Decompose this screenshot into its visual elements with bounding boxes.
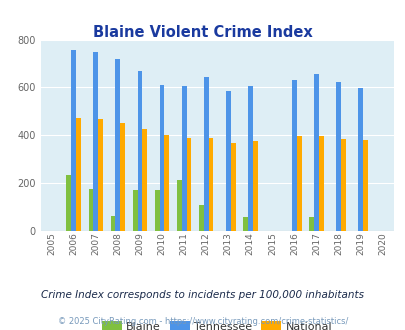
Bar: [198, 205, 203, 231]
Bar: [313, 74, 318, 231]
Bar: [137, 71, 142, 231]
Text: © 2025 CityRating.com - https://www.cityrating.com/crime-statistics/: © 2025 CityRating.com - https://www.city…: [58, 317, 347, 326]
Bar: [71, 50, 76, 231]
Bar: [176, 180, 181, 231]
Bar: [340, 139, 345, 231]
Bar: [110, 216, 115, 231]
Bar: [247, 86, 252, 231]
Bar: [252, 141, 257, 231]
Bar: [230, 143, 235, 231]
Bar: [115, 59, 120, 231]
Bar: [76, 118, 81, 231]
Bar: [296, 136, 301, 231]
Bar: [208, 138, 213, 231]
Legend: Blaine, Tennessee, National: Blaine, Tennessee, National: [97, 317, 336, 330]
Bar: [164, 135, 169, 231]
Bar: [154, 190, 159, 231]
Bar: [98, 119, 103, 231]
Bar: [243, 217, 247, 231]
Text: Blaine Violent Crime Index: Blaine Violent Crime Index: [93, 25, 312, 40]
Bar: [335, 82, 340, 231]
Bar: [291, 80, 296, 231]
Text: Crime Index corresponds to incidents per 100,000 inhabitants: Crime Index corresponds to incidents per…: [41, 290, 364, 300]
Bar: [357, 88, 362, 231]
Bar: [132, 190, 137, 231]
Bar: [362, 140, 367, 231]
Bar: [159, 85, 164, 231]
Bar: [318, 136, 323, 231]
Bar: [142, 129, 147, 231]
Bar: [309, 217, 313, 231]
Bar: [88, 189, 93, 231]
Bar: [225, 91, 230, 231]
Bar: [120, 123, 125, 231]
Bar: [93, 51, 98, 231]
Bar: [66, 175, 71, 231]
Bar: [203, 77, 208, 231]
Bar: [186, 138, 191, 231]
Bar: [181, 86, 186, 231]
